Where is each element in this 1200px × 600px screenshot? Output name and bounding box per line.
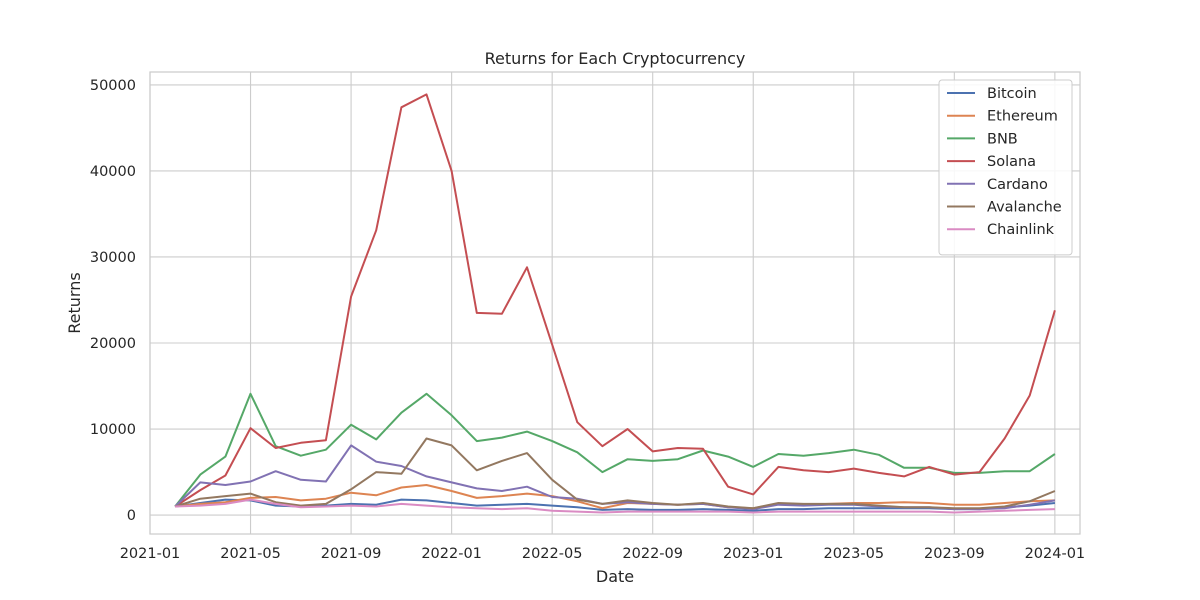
x-tick-label: 2021-09 (321, 546, 382, 562)
x-axis-label: Date (596, 567, 634, 586)
series-line-bnb (174, 392, 1056, 508)
series-line-ethereum (174, 484, 1055, 510)
series-line-chainlink (175, 498, 1055, 514)
x-tick-label: 2022-05 (522, 546, 583, 562)
x-tick-label: 2023-09 (924, 546, 985, 562)
x-tick-label: 2022-09 (622, 546, 683, 562)
series-lines (174, 93, 1056, 514)
y-tick-label: 0 (127, 508, 136, 524)
y-tick-label: 20000 (90, 336, 136, 352)
legend-label-solana: Solana (987, 154, 1036, 170)
grid-lines (149, 72, 1080, 534)
series-line-avalanche (174, 437, 1056, 510)
legend: Bitcoin Ethereum BNB Solana Cardano Avalanche… (938, 79, 1073, 256)
x-tick-label: 2021-05 (220, 546, 281, 562)
legend-label-chainlink: Chainlink (987, 222, 1055, 238)
y-tick-label: 40000 (90, 164, 136, 180)
x-tick-label: 2024-01 (1025, 546, 1086, 562)
legend-label-ethereum: Ethereum (987, 109, 1058, 125)
legend-label-cardano: Cardano (987, 177, 1048, 193)
legend-box (938, 79, 1073, 256)
y-tick-labels: 0 10000 20000 30000 40000 50000 (90, 78, 136, 524)
chart-title: Returns for Each Cryptocurrency (485, 49, 746, 68)
legend-label-avalanche: Avalanche (987, 200, 1062, 216)
x-tick-label: 2021-01 (120, 546, 181, 562)
y-axis-label: Returns (65, 272, 84, 333)
legend-label-bitcoin: Bitcoin (987, 86, 1037, 102)
x-tick-label: 2022-01 (421, 546, 482, 562)
plot-area-frame (149, 71, 1081, 535)
x-tick-label: 2023-05 (823, 546, 884, 562)
x-tick-label: 2023-01 (723, 546, 784, 562)
y-tick-label: 30000 (90, 250, 136, 266)
y-tick-label: 10000 (90, 422, 136, 438)
series-line-solana (174, 93, 1056, 508)
legend-label-bnb: BNB (987, 131, 1018, 147)
x-tick-labels: 2021-01 2021-05 2021-09 2022-01 2022-05 2022-… (120, 546, 1085, 562)
y-tick-label: 50000 (90, 78, 136, 94)
